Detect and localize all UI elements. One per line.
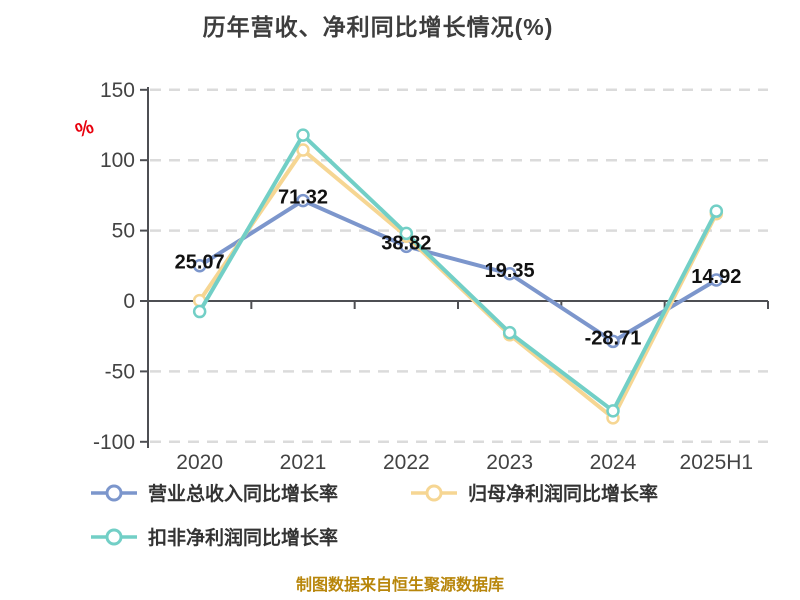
- data-point-label: 19.35: [485, 260, 535, 282]
- legend-label-deducted-profit-growth: 扣非净利润同比增长率: [148, 528, 339, 549]
- legend-item-revenue-growth[interactable]: 营业总收入同比增长率: [90, 479, 338, 506]
- data-source-note: 制图数据来自恒生聚源数据库: [295, 577, 504, 594]
- axes: [140, 87, 769, 448]
- data-point-label: 25.07: [175, 252, 225, 274]
- y-tick-label: 100: [100, 149, 135, 172]
- data-point-marker: [399, 226, 414, 241]
- line-circle-marker-icon: [91, 528, 137, 545]
- chart-title: 历年营收、净利同比增长情况(%): [202, 14, 554, 40]
- data-point-label: 71.32: [278, 187, 328, 209]
- x-tick-label: 2020: [176, 451, 223, 474]
- legend-label-revenue-growth: 营业总收入同比增长率: [148, 484, 339, 505]
- y-tick-label: -100: [93, 431, 135, 454]
- data-point-marker: [709, 204, 724, 218]
- legend-item-deducted-profit-growth[interactable]: 扣非净利润同比增长率: [90, 523, 338, 550]
- y-tick-label: 150: [100, 79, 135, 102]
- data-point-marker: [296, 193, 310, 208]
- data-point-marker: [296, 143, 310, 157]
- data-point-marker: [192, 304, 207, 319]
- data-point-marker: [502, 267, 517, 281]
- legend-label-net-profit-growth: 归母净利润同比增长率: [468, 484, 659, 505]
- data-point-marker: [192, 258, 207, 273]
- data-point-label: 38.82: [381, 232, 431, 254]
- y-axis-labels: 150 100 50 0 -50 -100: [93, 79, 135, 454]
- x-tick-label: 2022: [383, 451, 430, 474]
- data-point-marker: [502, 325, 517, 340]
- data-point-marker: [606, 334, 620, 349]
- x-tick-label: 2024: [590, 451, 637, 474]
- data-point-label: 14.92: [691, 266, 741, 288]
- data-point-marker: [709, 273, 724, 287]
- legend-item-net-profit-growth[interactable]: 归母净利润同比增长率: [410, 479, 658, 506]
- gridlines: [150, 88, 768, 444]
- data-point-label: -28.71: [585, 327, 642, 349]
- line-circle-marker-icon: [411, 484, 457, 501]
- y-tick-label: 50: [112, 220, 135, 243]
- x-tick-label: 2025H1: [680, 451, 754, 474]
- x-tick-label: 2021: [280, 451, 327, 474]
- y-tick-label: -50: [105, 360, 135, 383]
- line-circle-marker-icon: [91, 484, 137, 501]
- x-axis-labels: 2020 2021 2022 2023 2024 2025H1: [176, 451, 753, 474]
- series-0: [192, 193, 724, 349]
- y-tick-label: 0: [123, 290, 135, 313]
- data-labels: 25.07 71.32 38.82 19.35 -28.71 14.92: [175, 187, 742, 350]
- x-tick-label: 2023: [486, 451, 533, 474]
- data-point-marker: [606, 404, 620, 418]
- data-point-marker: [296, 128, 310, 142]
- series-2: [192, 128, 724, 418]
